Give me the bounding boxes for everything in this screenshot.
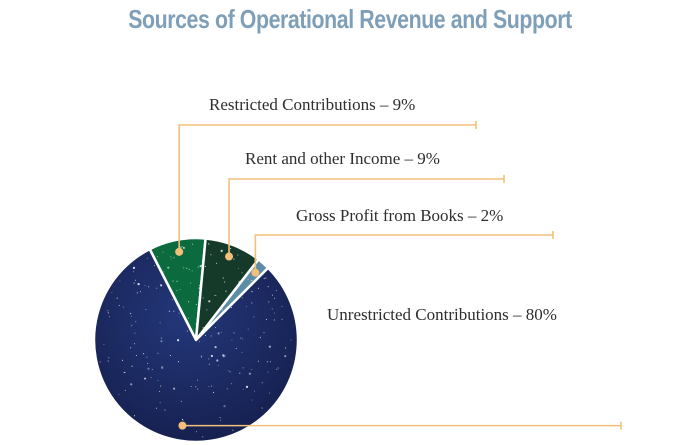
slice-label-rent-and-other-income: Rent and other Income – 9% (245, 149, 440, 168)
slice-label-restricted-contributions: Restricted Contributions – 9% (209, 95, 415, 114)
star-texture (99, 243, 292, 438)
chart-title: Sources of Operational Revenue and Suppo… (128, 4, 572, 34)
leader-line (178, 124, 476, 252)
pie-slice-unrestricted-contributions (92, 247, 300, 444)
pie-slices (92, 236, 300, 444)
leader-line (228, 178, 504, 257)
slice-label-unrestricted-contributions: Unrestricted Contributions – 80% (327, 305, 557, 324)
slice-label-gross-profit-from-books: Gross Profit from Books – 2% (296, 206, 503, 225)
leader-line (254, 234, 553, 273)
leader-lines (175, 121, 622, 430)
